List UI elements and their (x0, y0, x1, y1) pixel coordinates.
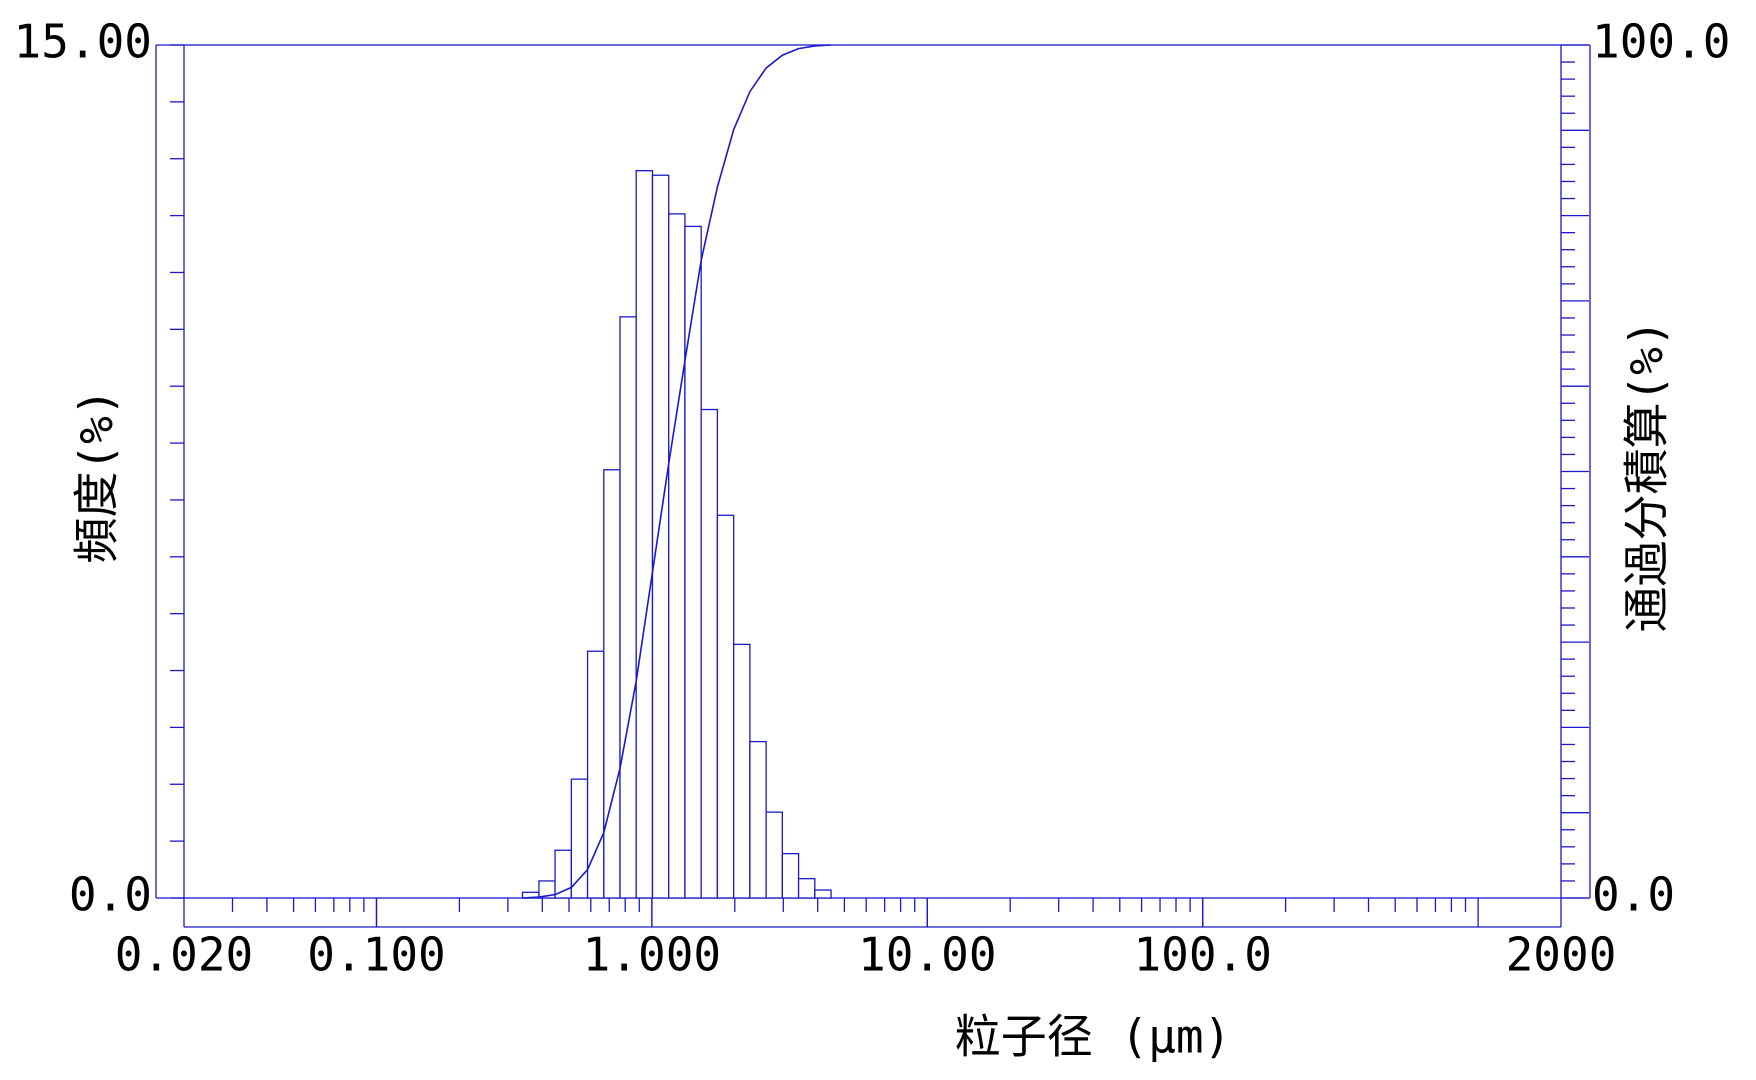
x-tick-label: 100.0 (1133, 928, 1271, 982)
y-axis-label: 頻度(%) (70, 388, 124, 563)
bar (733, 643, 751, 899)
bar (635, 170, 654, 899)
bar (668, 213, 686, 899)
cumulative-line (522, 44, 832, 899)
y2-tick-label: 0.0 (1592, 868, 1675, 922)
x-axis-label: 粒子径 (μm) (955, 1010, 1231, 1064)
bar (651, 174, 670, 899)
bar (619, 316, 637, 899)
y2-axis-label: 通過分積算(%) (1620, 319, 1674, 632)
y-tick-label: 0.0 (69, 868, 152, 922)
x-tick-label: 1.000 (583, 928, 721, 982)
bar (716, 514, 735, 899)
y-tick-label: 15.00 (14, 15, 152, 69)
bar (684, 225, 702, 899)
x-tick-label: 0.100 (307, 928, 445, 982)
x-tick-label: 2000 (1506, 928, 1617, 982)
bar (797, 878, 816, 899)
x-tick-label: 10.00 (858, 928, 996, 982)
bar (814, 889, 832, 899)
bar (570, 778, 589, 899)
bar (781, 852, 800, 899)
x-tick-label: 0.020 (115, 928, 253, 982)
plot-frame (183, 44, 1562, 899)
bar (765, 811, 783, 899)
bar (700, 408, 719, 899)
bar (586, 650, 605, 899)
y2-tick-label: 100.0 (1592, 15, 1730, 69)
bar (603, 469, 621, 899)
bar (749, 740, 767, 899)
